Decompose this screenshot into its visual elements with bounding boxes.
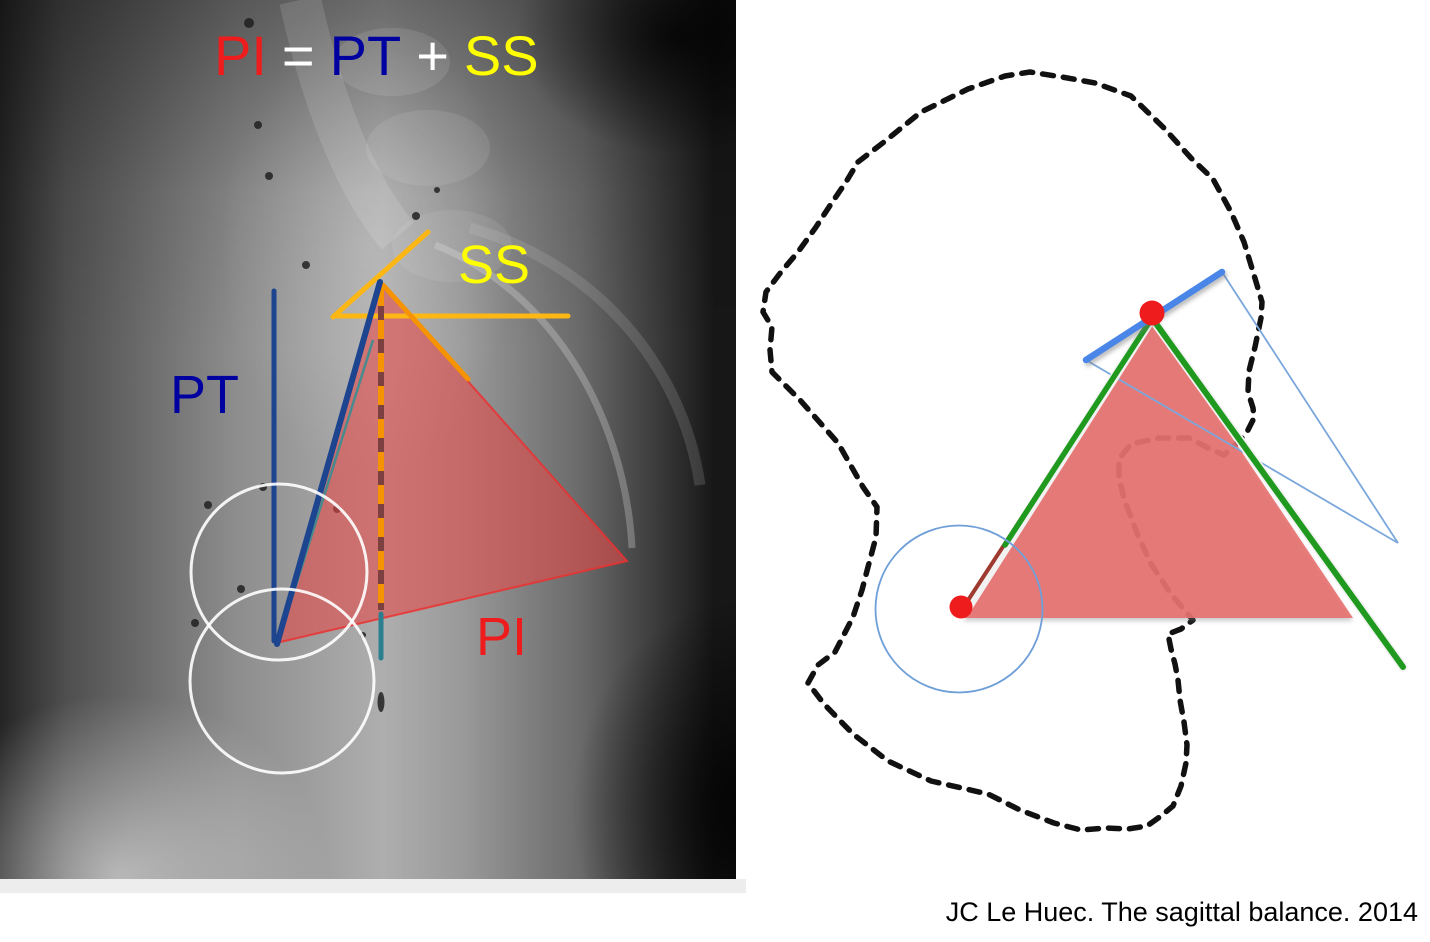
- pt-label: PT: [170, 365, 240, 425]
- xray-bottom-margin: [0, 879, 746, 893]
- sacral-endplate-midpoint-dot: [1139, 300, 1165, 326]
- surgical-clip-dots: [191, 18, 440, 712]
- equation-plus: +: [416, 24, 449, 87]
- xray-anatomy-layer: [191, 0, 706, 712]
- xray-measurement-overlay: [188, 229, 629, 775]
- pi-angle-arms: [961, 313, 1408, 672]
- vertebra-hint: [334, 28, 450, 96]
- left-arm-green-line: [1002, 315, 1155, 548]
- xray-panel: PI = PT + SS PT SS PI: [0, 0, 736, 879]
- spine-column-hint: [279, 0, 415, 250]
- pelvic-incidence-triangle-schematic: [963, 318, 1353, 618]
- triangle-right-edge-highlight: [380, 282, 471, 382]
- pelvis-dashed-outline: [760, 69, 1265, 833]
- equation-term-pt: PT: [329, 24, 402, 87]
- pelvic-tilt-line: [274, 279, 383, 647]
- iliac-arc-hint: [433, 241, 636, 549]
- vertebra-hint: [392, 210, 512, 282]
- pelvis-schematic-panel: [760, 69, 1408, 833]
- femoral-head-circle-2: [188, 587, 376, 775]
- vertebra-hint: [366, 110, 490, 186]
- sacral-plate-line: [330, 229, 431, 320]
- pi-label: PI: [476, 607, 528, 667]
- iliac-arc-hint-2: [468, 222, 706, 486]
- equation-term-pi: PI: [214, 24, 267, 87]
- equation-term-ss: SS: [463, 24, 539, 87]
- femoral-head-circle-schematic: [874, 524, 1044, 694]
- femoral-head-circle-1: [189, 482, 369, 662]
- ss-label: SS: [458, 235, 531, 295]
- femoral-head-center-dot: [949, 595, 973, 619]
- equation-title: PI = PT + SS: [214, 28, 539, 84]
- thin-blue-construction-lines: [1085, 271, 1399, 544]
- equation-equals: =: [281, 24, 315, 87]
- figure-caption: JC Le Huec. The sagittal balance. 2014: [945, 897, 1418, 927]
- right-arm-green-line: [1149, 315, 1406, 670]
